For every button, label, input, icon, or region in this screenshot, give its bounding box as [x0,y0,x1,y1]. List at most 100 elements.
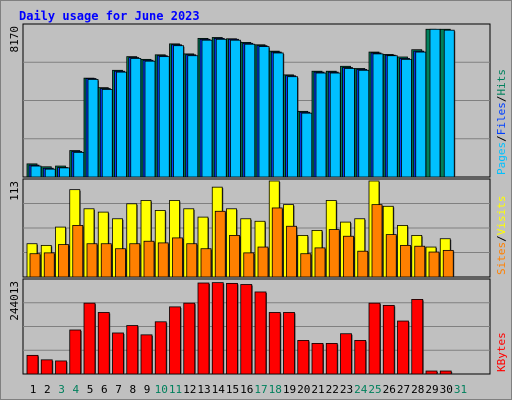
bar-pages-day-13 [201,39,213,178]
bar-kbytes-day-2 [40,359,53,375]
x-tick-day-17: 17 [254,383,267,396]
x-tick-day-27: 27 [397,383,410,396]
legend-hits: Hits [495,69,508,96]
bar-sites-day-28 [414,245,426,278]
bar-sites-day-3 [58,244,69,278]
x-tick-day-1: 1 [30,383,37,396]
bar-sites-day-10 [157,242,169,278]
bar-pages-day-22 [329,72,341,178]
series-legend-panel-3: KBytes [495,332,508,372]
bar-kbytes-day-29 [425,370,438,375]
bar-sites-day-9 [143,240,155,278]
bar-kbytes-day-26 [382,304,395,375]
bar-pages-day-5 [87,79,99,178]
bar-pages-day-18 [272,52,284,178]
bar-pages-day-14 [215,38,227,178]
bar-kbytes-day-28 [411,299,424,375]
x-tick-day-15: 15 [226,383,239,396]
bar-pages-day-19 [287,76,298,178]
x-tick-day-26: 26 [383,383,396,396]
bar-kbytes-day-5 [83,302,96,375]
bar-kbytes-day-24 [354,340,367,375]
bar-pages-day-15 [230,39,241,178]
bar-sites-day-8 [129,243,141,278]
bar-kbytes-day-11 [169,306,181,375]
x-tick-day-4: 4 [72,383,79,396]
x-tick-day-24: 24 [354,383,368,396]
x-tick-day-28: 28 [411,383,424,396]
bar-pages-day-24 [358,69,370,178]
x-tick-day-3: 3 [58,383,65,396]
bar-pages-day-27 [401,58,412,178]
bar-sites-day-22 [328,229,340,278]
series-legend-panel-1: Pages/Files/Hits [495,69,508,175]
bar-pages-day-12 [187,55,199,178]
bar-sites-day-2 [43,252,55,278]
bar-sites-day-13 [200,248,212,278]
legend-sites: Sites [495,242,508,275]
bar-kbytes-day-10 [154,321,167,375]
bar-sites-day-18 [271,207,283,278]
legend-pages: Pages [495,142,508,175]
legend-separator: / [495,135,508,142]
y-axis-max-label: 113 [8,181,21,201]
bar-kbytes-day-1 [26,354,39,375]
bar-sites-day-4 [72,225,84,278]
bar-kbytes-day-19 [283,312,295,375]
bar-pages-day-20 [301,112,313,178]
x-tick-day-21: 21 [311,383,324,396]
bar-pages-day-26 [386,55,398,178]
bar-kbytes-day-20 [297,340,310,375]
bar-pages-day-30 [443,29,455,178]
bar-kbytes-day-12 [183,302,196,375]
bar-pages-day-2 [44,168,56,178]
bar-pages-day-16 [244,43,256,178]
bar-pages-day-11 [173,45,184,178]
x-tick-day-23: 23 [340,383,353,396]
bar-kbytes-day-13 [197,282,210,375]
bar-sites-day-26 [385,234,397,278]
bar-sites-day-23 [343,235,354,278]
bar-kbytes-day-22 [325,343,338,375]
y-axis-max-label: 244013 [8,281,21,321]
bar-sites-day-24 [357,250,369,278]
bar-kbytes-day-25 [368,302,381,375]
x-tick-day-14: 14 [212,383,226,396]
bar-kbytes-day-9 [140,334,153,375]
x-tick-day-31: 31 [454,383,467,396]
series-legend-panel-2: Sites/Visits [495,196,508,276]
bar-sites-day-6 [100,243,112,278]
bar-kbytes-day-8 [126,325,139,375]
legend-visits: Visits [495,196,508,236]
bar-sites-day-27 [400,244,411,278]
x-tick-day-2: 2 [44,383,51,396]
bar-kbytes-day-7 [112,332,124,375]
x-tick-day-19: 19 [283,383,296,396]
bar-kbytes-day-16 [240,284,253,375]
x-tick-day-12: 12 [183,383,196,396]
x-tick-day-20: 20 [297,383,310,396]
chart-title: Daily usage for June 2023 [19,9,200,23]
bar-kbytes-day-27 [397,320,409,375]
bar-pages-day-7 [116,71,127,178]
bar-kbytes-day-14 [211,282,224,375]
bar-pages-day-23 [344,68,355,178]
bar-kbytes-day-3 [55,360,67,375]
bar-pages-day-4 [73,151,85,178]
bar-sites-day-30 [442,249,454,278]
bar-pages-day-6 [101,89,113,178]
x-tick-day-13: 13 [197,383,210,396]
x-tick-day-10: 10 [155,383,168,396]
bar-sites-day-19 [286,225,297,278]
bar-pages-day-17 [258,46,270,178]
x-tick-day-7: 7 [115,383,122,396]
x-tick-day-8: 8 [129,383,136,396]
bar-sites-day-12 [186,243,198,278]
bar-sites-day-1 [29,253,41,278]
bar-pages-day-3 [59,167,70,178]
bar-kbytes-day-15 [226,282,238,375]
bar-kbytes-day-6 [97,312,110,375]
bar-sites-day-5 [86,243,98,278]
y-axis-max-label: 8170 [8,26,21,53]
x-tick-day-16: 16 [240,383,253,396]
